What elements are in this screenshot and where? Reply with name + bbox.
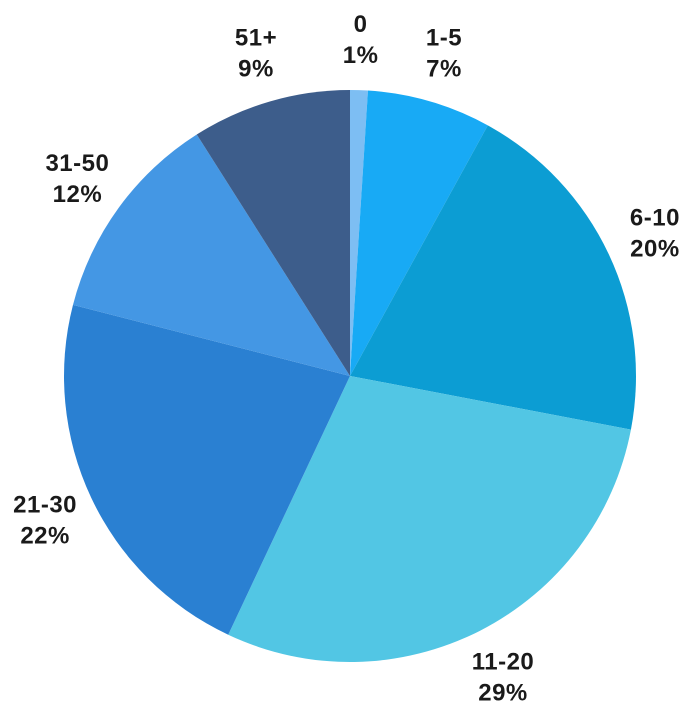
slice-percent-text: 22% xyxy=(20,523,70,550)
slice-label-6-10: 6-10 20% xyxy=(630,205,680,263)
slice-percent-text: 1% xyxy=(343,42,379,69)
slice-label-1-5: 1-5 7% xyxy=(426,24,462,82)
slice-percent-text: 9% xyxy=(238,55,274,82)
pie-slice-1-5 xyxy=(350,90,488,376)
slice-category-text: 11-20 xyxy=(472,648,535,675)
slice-category-text: 21-30 xyxy=(13,492,77,519)
slice-percent-text: 29% xyxy=(478,679,528,706)
pie-slice-6-10 xyxy=(350,125,636,430)
pie-slice-0 xyxy=(350,89,368,376)
pie-slice-21-30 xyxy=(64,304,351,635)
slice-percent-text: 20% xyxy=(630,236,680,263)
slice-label-31-50: 31-50 12% xyxy=(45,150,109,208)
slice-percent-text: 12% xyxy=(53,181,103,208)
pie-slice-51+ xyxy=(196,90,350,376)
pie-slice-31-50 xyxy=(72,134,351,376)
slice-label-11-20: 11-20 29% xyxy=(472,648,535,706)
slice-category-text: 1-5 xyxy=(426,24,462,51)
slice-category-text: 31-50 xyxy=(45,150,109,177)
slice-label-21-30: 21-30 22% xyxy=(13,492,77,550)
slice-category-text: 0 xyxy=(354,11,368,38)
slice-percent-text: 7% xyxy=(426,55,462,82)
slice-label-0: 0 1% xyxy=(343,11,379,69)
pie-slice-11-20 xyxy=(228,376,631,662)
slice-label-51+: 51+ 9% xyxy=(235,24,277,82)
slice-category-text: 6-10 xyxy=(630,205,680,232)
slice-category-text: 51+ xyxy=(235,24,277,51)
